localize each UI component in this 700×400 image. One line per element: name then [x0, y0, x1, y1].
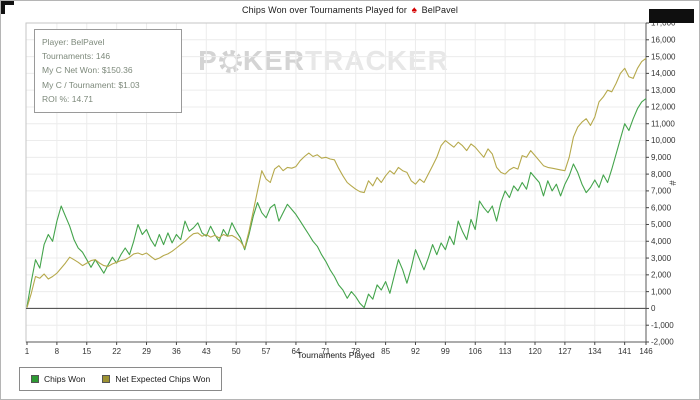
- net-expected-chips-won-line: [26, 57, 647, 308]
- y-tick-label: 0: [651, 304, 656, 313]
- y-tick-label: 17,000: [651, 19, 676, 28]
- y-tick-label: -1,000: [651, 321, 674, 330]
- x-axis-title: Tournaments Played: [297, 350, 375, 360]
- watermark-poker-rest: KER: [242, 45, 305, 76]
- pokerstars-spade-icon: ♠: [411, 5, 418, 16]
- x-tick-label: 134: [588, 347, 602, 356]
- chart-title-text: Chips Won over Tournaments Played for: [242, 5, 407, 15]
- y-tick-label: 11,000: [651, 119, 675, 128]
- x-tick-label: 99: [441, 347, 450, 356]
- y-tick-label: 16,000: [651, 35, 676, 44]
- y-tick-label: 5,000: [651, 220, 672, 229]
- x-tick-label: 36: [172, 347, 181, 356]
- x-tick-label: 71: [321, 347, 330, 356]
- chart-title-player: BelPavel: [421, 5, 458, 15]
- watermark-tracker: TRACKER: [304, 45, 449, 76]
- x-tick-label: 92: [411, 347, 420, 356]
- x-tick-label: 106: [469, 347, 483, 356]
- pokertracker-watermark: P KER TRACKER: [1, 45, 646, 77]
- stat-player: Player: BelPavel: [42, 37, 105, 47]
- x-tick-label: 64: [291, 347, 300, 356]
- stat-net-won: My C Net Won: $150.36: [42, 65, 133, 76]
- x-tick-label: 146: [639, 347, 653, 356]
- x-tick-label: 50: [232, 347, 241, 356]
- window-corner-artifact-right: [649, 9, 694, 23]
- x-tick-label: 78: [351, 347, 360, 356]
- y-tick-label: 8,000: [651, 170, 672, 179]
- x-tick-label: 141: [618, 347, 632, 356]
- legend-item-chips-won: Chips Won: [31, 374, 85, 384]
- chips-won-line: [26, 98, 647, 309]
- x-tick-label: 43: [202, 347, 211, 356]
- y-axis-symbol: #: [667, 180, 678, 186]
- y-tick-label: 4,000: [651, 237, 672, 246]
- x-tick-label: 1: [25, 347, 30, 356]
- y-tick-label: 14,000: [651, 69, 676, 78]
- watermark-poker-p: P: [198, 45, 218, 76]
- stat-tournaments: Tournaments: 146: [42, 51, 111, 62]
- y-tick-label: 15,000: [651, 52, 676, 61]
- y-tick-label: 7,000: [651, 187, 672, 196]
- y-tick-label: 13,000: [651, 86, 676, 95]
- x-tick-label: 127: [558, 347, 572, 356]
- chart-title: Chips Won over Tournaments Played for ♠ …: [1, 5, 699, 16]
- chart-legend: Chips Won Net Expected Chips Won: [19, 367, 223, 391]
- window-corner-artifact-left: [1, 1, 14, 14]
- x-tick-label: 85: [381, 347, 390, 356]
- stat-per-tournament: My C / Tournament: $1.03: [42, 79, 140, 90]
- y-tick-label: 12,000: [651, 103, 676, 112]
- y-tick-label: 1,000: [651, 287, 672, 296]
- stat-roi: ROI %: 14.71: [42, 93, 94, 104]
- x-tick-label: 57: [262, 347, 271, 356]
- legend-label-chips-won: Chips Won: [44, 374, 86, 384]
- y-tick-label: 6,000: [651, 203, 672, 212]
- x-tick-label: 113: [499, 347, 512, 356]
- x-tick-label: 120: [528, 347, 542, 356]
- player-stats-box: Player: BelPavel Tournaments: 146 My C N…: [34, 29, 182, 114]
- y-tick-label: -2,000: [651, 338, 674, 347]
- net-expected-swatch-icon: [102, 375, 111, 383]
- legend-item-net-expected: Net Expected Chips Won: [102, 374, 210, 384]
- x-tick-label: 29: [142, 347, 151, 356]
- y-tick-label: 9,000: [651, 153, 672, 162]
- x-tick-label: 22: [112, 347, 121, 356]
- y-tick-label: 10,000: [651, 136, 676, 145]
- chips-won-swatch-icon: [31, 375, 39, 383]
- y-tick-label: 2,000: [651, 271, 672, 280]
- y-tick-label: 3,000: [651, 254, 672, 263]
- legend-label-net-expected: Net Expected Chips Won: [115, 374, 211, 384]
- x-tick-label: 15: [82, 347, 91, 356]
- x-tick-label: 8: [55, 347, 60, 356]
